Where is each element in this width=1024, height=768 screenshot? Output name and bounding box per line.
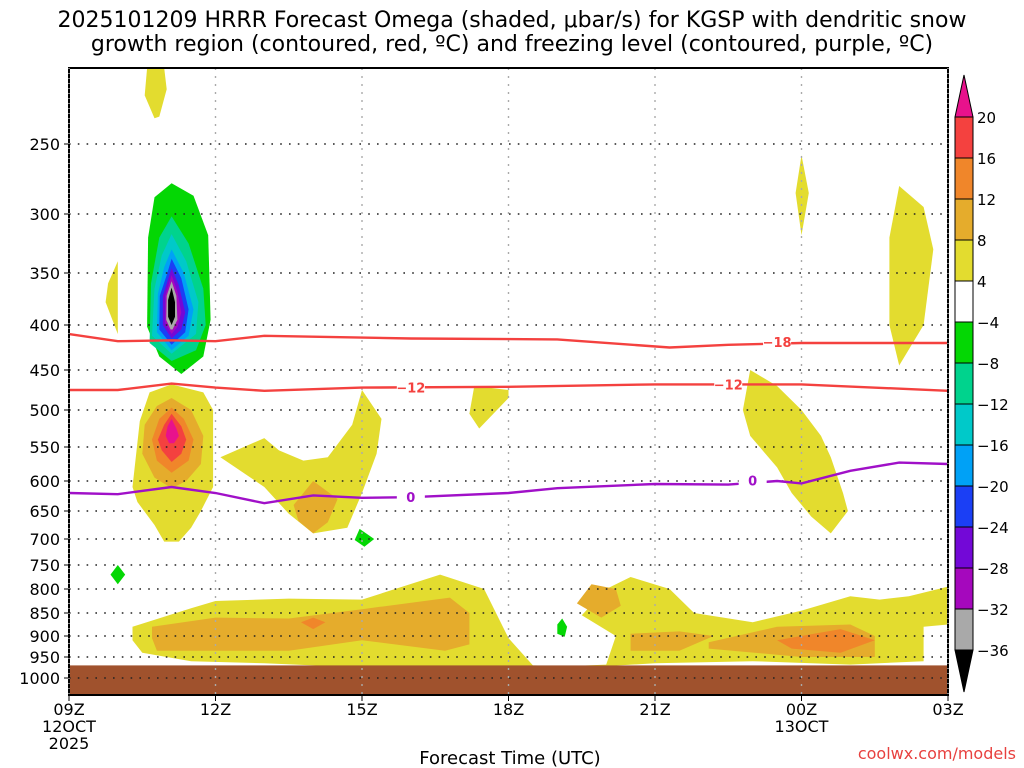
contours-layer: −18 −12 −12 0 0	[69, 332, 948, 506]
y-tick-label: 650	[29, 502, 60, 521]
colorbar-tick-label: 8	[977, 232, 987, 250]
y-tick-label: 800	[29, 580, 60, 599]
colorbar-bin	[954, 239, 974, 282]
omega-region-left-yellow-sliver	[105, 261, 118, 334]
contour-label: −12	[714, 378, 743, 393]
colorbar-overflow-high	[954, 74, 974, 118]
x-tick-label: 13OCT	[775, 717, 829, 736]
x-tick-label: 12Z	[200, 700, 231, 719]
omega-shading-layer	[105, 68, 948, 668]
omega-region-green-diamond-10z	[110, 565, 126, 585]
colorbar-bin	[954, 116, 974, 159]
y-tick-label: 300	[29, 205, 60, 224]
colorbar-tick-label: −24	[977, 519, 1009, 537]
x-tick-label: 15Z	[346, 700, 377, 719]
chart-title-line-1: 2025101209 HRRR Forecast Omega (shaded, …	[57, 8, 967, 33]
colorbar-bin	[954, 157, 974, 200]
omega-region-mid-orange-patch	[293, 481, 338, 534]
colorbar-bin	[954, 608, 974, 651]
contour-label: 0	[748, 474, 757, 489]
y-tick-label: 700	[29, 530, 60, 549]
colorbar-bin	[954, 321, 974, 364]
colorbar-tick-label: −12	[977, 396, 1009, 414]
colorbar-tick-label: −36	[977, 642, 1009, 660]
colorbar-bin	[954, 485, 974, 528]
omega-region-low-level-band-core-19z	[576, 584, 621, 618]
x-tick-label: 18Z	[493, 700, 524, 719]
credit-link[interactable]: coolwx.com/models	[858, 744, 1016, 763]
y-tick-label: 950	[29, 648, 60, 667]
y-tick-label: 1000	[19, 669, 60, 688]
y-axis: 250 300 350 400 450 500 550 600 650 700 750 800 850 9…	[19, 135, 69, 688]
colorbar-tick-label: −20	[977, 478, 1009, 496]
y-tick-label: 900	[29, 627, 60, 646]
colorbar-tick-label: −32	[977, 601, 1009, 619]
gridlines-layer	[69, 68, 948, 695]
y-tick-label: 450	[29, 361, 60, 380]
omega-region-low-level-band-max-14z	[301, 617, 326, 630]
omega-region-green-blob-19z	[557, 618, 568, 637]
contour-dendritic-growth-minus18	[69, 332, 948, 349]
x-tick-label: 12OCT	[42, 717, 96, 736]
omega-region-slanted-yellow-23z	[742, 370, 848, 534]
x-tick-label: 00Z	[786, 700, 817, 719]
x-tick-label: 2025	[49, 734, 90, 753]
colorbar-tick-label: −16	[977, 437, 1009, 455]
x-tick-label: 03Z	[932, 700, 963, 719]
colorbar-tick-label: −8	[977, 355, 999, 373]
colorbar-bin	[954, 403, 974, 446]
colorbar-bin	[954, 567, 974, 610]
omega-region-rising-motion-core	[168, 287, 175, 325]
colorbar-bin	[954, 526, 974, 569]
contour-label-bg	[396, 489, 425, 506]
x-tick-label: 21Z	[639, 700, 670, 719]
contour-label: −18	[763, 336, 792, 351]
omega-region-lower-sinking-core	[165, 418, 179, 444]
y-tick-label: 850	[29, 604, 60, 623]
y-tick-label: 750	[29, 556, 60, 575]
contour-label-bg	[396, 379, 425, 396]
omega-region-yellow-blob-02z	[889, 186, 934, 366]
contour-label: −12	[396, 382, 425, 397]
omega-region-green-diamond-15z	[354, 528, 375, 547]
colorbar-tick-label: 12	[977, 191, 996, 209]
colorbar-bin	[954, 280, 974, 323]
y-tick-label: 350	[29, 264, 60, 283]
omega-region-low-level-band-max-01z	[777, 629, 875, 653]
colorbar-tick-label: −4	[977, 314, 999, 332]
colorbar-tick-label: −28	[977, 560, 1009, 578]
contour-freezing-level-0C	[69, 461, 948, 505]
colorbar-bin	[954, 444, 974, 487]
y-tick-label: 400	[29, 316, 60, 335]
colorbar-overflow-low	[954, 649, 974, 693]
contour-label: 0	[406, 491, 415, 506]
ground-below-surface	[69, 665, 948, 695]
y-tick-label: 600	[29, 472, 60, 491]
colorbar-bin	[954, 198, 974, 241]
colorbar-legend: 20 16 12 8 4 −4 −8 −12 −16 −20 −24 −28 −32 −36	[954, 74, 1009, 693]
chart-title-line-2: growth region (contoured, red, ºC) and f…	[90, 32, 934, 57]
x-tick-label: 09Z	[53, 700, 84, 719]
x-axis-label: Forecast Time (UTC)	[419, 748, 600, 768]
y-tick-label: 500	[29, 401, 60, 420]
omega-region-small-yellow-18z	[469, 386, 509, 429]
contour-label-bg	[714, 376, 743, 393]
y-tick-label: 550	[29, 438, 60, 457]
colorbar-tick-label: 20	[977, 109, 996, 127]
omega-region-upper-yellow-blob	[144, 68, 167, 119]
y-tick-label: 250	[29, 135, 60, 154]
colorbar-tick-label: 16	[977, 150, 996, 168]
omega-region-small-yellow-00z	[795, 155, 809, 236]
contour-label-bg	[763, 334, 792, 351]
colorbar-tick-label: 4	[977, 273, 987, 291]
colorbar-bin	[954, 362, 974, 405]
contour-label-bg	[738, 472, 767, 489]
